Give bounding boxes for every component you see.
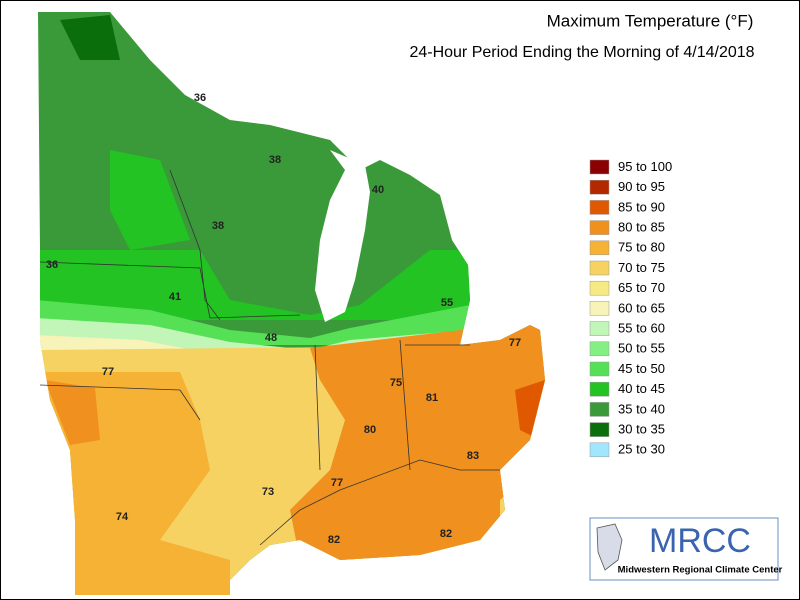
legend-swatch xyxy=(589,280,610,296)
station-value: 36 xyxy=(46,259,58,271)
legend-swatch xyxy=(589,179,610,195)
legend-swatch xyxy=(589,321,610,336)
legend-swatch xyxy=(589,220,610,235)
logo-map xyxy=(596,523,623,571)
legend-label: 80 to 85 xyxy=(618,220,665,235)
logo-box xyxy=(589,517,779,581)
logo-name: MRCC xyxy=(649,522,751,560)
legend-label: 30 to 35 xyxy=(618,422,665,437)
legend-label: 85 to 90 xyxy=(618,199,665,214)
station-value: 48 xyxy=(265,332,277,344)
station-value: 74 xyxy=(116,511,129,523)
station-value: 40 xyxy=(372,184,384,196)
lake-michigan xyxy=(315,150,370,322)
legend-swatch xyxy=(589,361,610,377)
station-value: 38 xyxy=(212,220,224,232)
zone xyxy=(290,320,545,560)
legend-label: 35 to 40 xyxy=(618,401,665,416)
station-value: 80 xyxy=(364,424,376,436)
legend-label: 75 to 80 xyxy=(618,240,665,255)
legend-swatch xyxy=(589,260,610,276)
station-value: 38 xyxy=(269,154,281,166)
legend-swatch xyxy=(589,422,610,437)
legend-label: 65 to 70 xyxy=(618,280,665,295)
zone xyxy=(60,15,120,60)
logo-full-name: Midwestern Regional Climate Center xyxy=(618,565,783,576)
legend: 95 to 100 90 to 95 85 to 90 80 to 85 75 to 8… xyxy=(589,159,672,458)
legend-label: 55 to 60 xyxy=(618,321,665,336)
legend-swatch xyxy=(589,402,610,417)
station-value: 77 xyxy=(509,337,521,349)
station-labels: 36 38 40 38 36 41 55 48 77 77 75 81 80 8… xyxy=(46,92,521,546)
station-value: 82 xyxy=(440,528,452,540)
state-borders xyxy=(39,169,500,546)
station-value: 41 xyxy=(169,291,181,303)
legend-swatch xyxy=(589,341,610,357)
legend-swatch xyxy=(589,200,610,215)
legend-swatch xyxy=(589,301,610,316)
station-value: 55 xyxy=(441,297,453,309)
station-value: 77 xyxy=(331,477,343,489)
title: Maximum Temperature (°F) xyxy=(547,11,754,30)
logo: MRCC Midwestern Regional Climate Center xyxy=(589,517,783,581)
legend-label: 60 to 65 xyxy=(618,300,665,315)
legend-label: 40 to 45 xyxy=(618,381,665,396)
zone xyxy=(45,380,100,445)
station-value: 81 xyxy=(426,392,438,404)
legend-label: 70 to 75 xyxy=(618,260,665,275)
station-value: 82 xyxy=(328,534,340,546)
station-value: 77 xyxy=(102,366,114,378)
legend-label: 50 to 55 xyxy=(618,341,665,356)
legend-swatch xyxy=(589,159,610,175)
legend-swatch xyxy=(589,240,610,256)
legend-label: 90 to 95 xyxy=(618,179,665,194)
zone xyxy=(38,250,470,320)
zone xyxy=(110,150,190,250)
station-value: 75 xyxy=(390,377,402,389)
station-value: 36 xyxy=(194,92,206,104)
subtitle: 24-Hour Period Ending the Morning of 4/1… xyxy=(409,44,754,61)
legend-label: 95 to 100 xyxy=(618,159,672,174)
legend-swatch xyxy=(589,442,610,458)
legend-swatch xyxy=(589,381,610,397)
legend-label: 25 to 30 xyxy=(618,442,665,457)
station-value: 83 xyxy=(467,450,479,462)
legend-label: 45 to 50 xyxy=(618,361,665,376)
station-value: 73 xyxy=(262,486,274,498)
